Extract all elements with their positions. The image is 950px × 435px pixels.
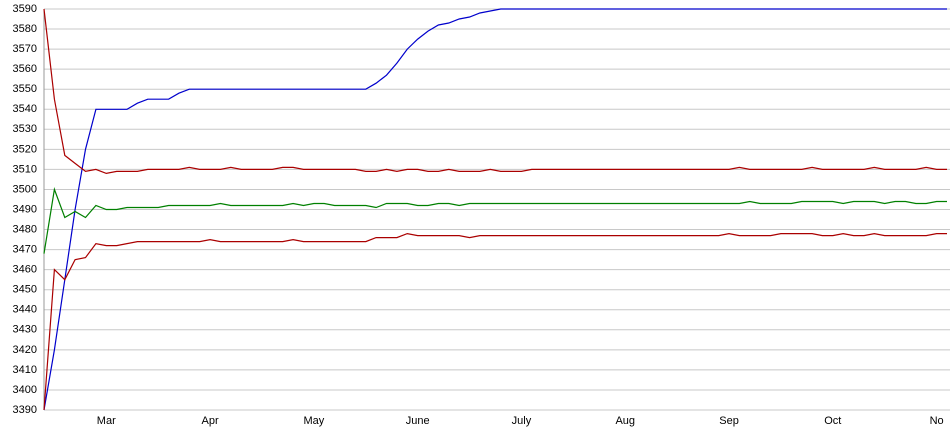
y-tick-label: 3540 (13, 103, 37, 115)
x-tick-label: May (303, 415, 324, 427)
x-tick-label: Sep (719, 415, 739, 427)
x-tick-label: Apr (202, 415, 219, 427)
y-tick-label: 3420 (13, 344, 37, 356)
series-line (43, 232, 947, 411)
x-tick-label: No (930, 415, 944, 427)
y-tick-label: 3400 (13, 384, 37, 396)
y-tick-label: 3550 (13, 83, 37, 95)
x-tick-label: Aug (615, 415, 635, 427)
y-tick-label: 3450 (13, 284, 37, 296)
y-tick-label: 3490 (13, 203, 37, 215)
x-tick-label: Mar (97, 415, 116, 427)
y-tick-label: 3570 (13, 43, 37, 55)
series-line (43, 8, 947, 411)
y-tick-label: 3410 (13, 364, 37, 376)
y-tick-label: 3480 (13, 223, 37, 235)
y-tick-label: 3460 (13, 264, 37, 276)
y-tick-label: 3470 (13, 244, 37, 256)
y-tick-label: 3520 (13, 143, 37, 155)
series-line (43, 8, 947, 175)
y-tick-label: 3560 (13, 63, 37, 75)
y-tick-label: 3500 (13, 183, 37, 195)
y-tick-label: 3590 (13, 3, 37, 15)
y-tick-label: 3440 (13, 304, 37, 316)
x-tick-label: June (406, 415, 430, 427)
y-tick-label: 3530 (13, 123, 37, 135)
series-line (43, 187, 947, 254)
y-tick-label: 3510 (13, 163, 37, 175)
x-tick-label: July (512, 415, 532, 427)
y-tick-label: 3580 (13, 23, 37, 35)
y-tick-label: 3390 (13, 404, 37, 416)
y-tick-label: 3430 (13, 324, 37, 336)
x-tick-label: Oct (824, 415, 841, 427)
